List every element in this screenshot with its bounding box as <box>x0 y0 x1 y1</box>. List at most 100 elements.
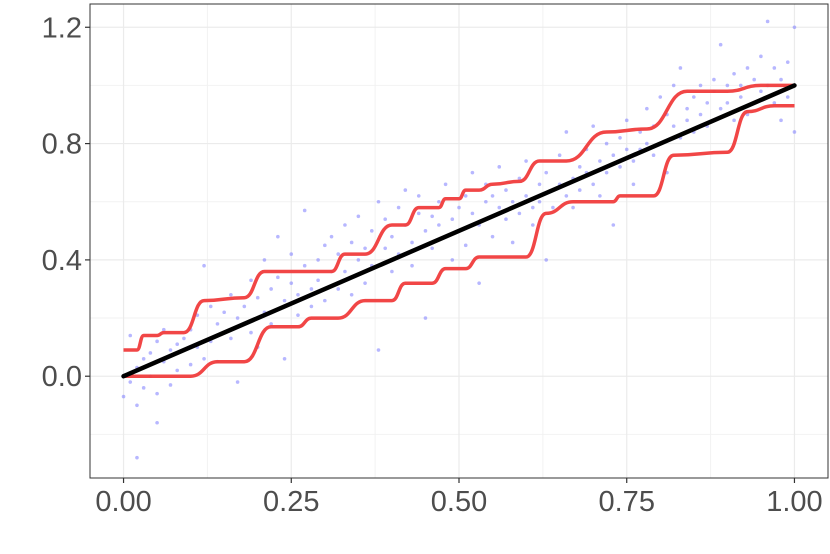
data-point <box>141 356 146 361</box>
data-point <box>349 292 354 297</box>
data-point <box>544 258 549 262</box>
data-point <box>725 101 730 105</box>
data-point <box>772 66 777 70</box>
data-point <box>792 130 797 134</box>
data-point <box>215 322 220 326</box>
data-point <box>457 205 461 210</box>
data-point <box>135 403 139 408</box>
data-point <box>235 380 240 384</box>
data-point <box>437 223 441 227</box>
data-point <box>537 199 542 204</box>
data-point <box>591 124 595 128</box>
data-point <box>517 176 522 181</box>
data-point <box>732 118 736 123</box>
data-point <box>369 229 374 233</box>
data-point <box>168 383 173 387</box>
y-tick-label: 0.4 <box>42 245 82 277</box>
data-point <box>121 394 126 399</box>
data-point <box>470 170 475 175</box>
data-point <box>363 281 367 285</box>
data-point <box>685 118 689 123</box>
data-point <box>437 199 441 204</box>
data-point <box>638 130 642 134</box>
data-point <box>678 66 683 70</box>
data-point <box>490 194 495 198</box>
data-point <box>155 420 159 425</box>
data-point <box>450 217 455 221</box>
data-point <box>316 278 320 283</box>
data-point <box>645 106 649 111</box>
data-point <box>276 234 280 239</box>
data-point <box>249 330 253 335</box>
data-point <box>356 258 361 262</box>
data-point <box>658 95 663 99</box>
data-point <box>510 240 515 245</box>
data-point <box>645 141 649 146</box>
grid <box>90 4 828 478</box>
data-point <box>531 205 535 210</box>
data-point <box>631 182 636 187</box>
data-point <box>705 101 710 105</box>
data-point <box>631 159 636 163</box>
x-tick-label: 0.50 <box>431 486 487 518</box>
data-point <box>168 348 173 352</box>
data-point <box>624 147 629 152</box>
data-point <box>390 234 394 239</box>
data-point <box>604 170 609 175</box>
data-point <box>336 287 341 291</box>
data-point <box>712 77 716 82</box>
y-axis: 0.0 0.4 0.8 1.2 <box>42 12 90 393</box>
data-point <box>255 295 260 300</box>
data-point <box>269 322 273 326</box>
data-point <box>484 199 488 204</box>
data-point <box>175 342 180 347</box>
data-point <box>188 362 193 367</box>
data-point <box>182 336 186 341</box>
data-point <box>410 263 414 268</box>
data-point <box>618 135 622 140</box>
data-point <box>651 153 656 158</box>
data-point <box>531 223 535 227</box>
data-point <box>752 77 756 82</box>
data-point <box>175 368 180 373</box>
band-line-upper <box>123 83 795 352</box>
data-point <box>430 214 434 219</box>
data-point <box>779 118 783 123</box>
data-point <box>316 258 320 262</box>
data-point <box>229 336 233 341</box>
data-point <box>564 194 569 198</box>
data-point <box>430 246 434 251</box>
data-point <box>698 83 703 88</box>
data-point <box>470 211 475 216</box>
data-point <box>624 118 629 123</box>
data-point <box>229 292 233 297</box>
data-point <box>685 106 689 111</box>
data-point <box>323 298 327 303</box>
data-point <box>349 240 354 245</box>
data-point <box>249 278 253 283</box>
data-point <box>779 77 783 82</box>
data-point <box>504 217 508 221</box>
data-point <box>296 292 300 297</box>
data-point <box>618 165 622 169</box>
data-point <box>497 165 502 169</box>
data-point <box>671 124 676 128</box>
data-point <box>423 316 428 320</box>
data-point <box>745 66 750 70</box>
data-point <box>390 269 394 274</box>
y-tick-label: 0.0 <box>42 361 82 393</box>
data-point <box>262 258 267 262</box>
data-point <box>155 339 159 344</box>
data-point <box>309 287 314 291</box>
data-point <box>450 258 455 262</box>
data-point <box>591 182 595 187</box>
data-point <box>296 313 300 317</box>
data-point <box>598 159 602 163</box>
data-point <box>759 89 763 94</box>
data-point <box>497 205 502 210</box>
data-point <box>128 333 133 338</box>
data-point <box>128 380 133 384</box>
data-point <box>759 54 763 59</box>
data-point <box>692 95 696 99</box>
data-point <box>269 287 273 291</box>
